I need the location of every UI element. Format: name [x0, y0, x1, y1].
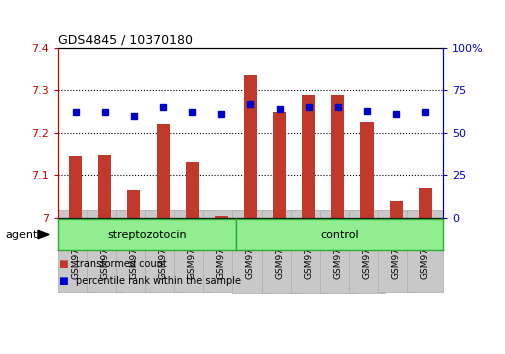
Text: transformed count: transformed count	[76, 259, 166, 269]
Text: percentile rank within the sample: percentile rank within the sample	[76, 276, 240, 286]
Text: streptozotocin: streptozotocin	[107, 229, 186, 240]
Bar	[389, 201, 402, 218]
Bar	[127, 190, 140, 218]
Bar	[98, 155, 111, 218]
Text: ■: ■	[58, 276, 68, 286]
Text: control: control	[319, 229, 358, 240]
Bar	[273, 112, 286, 218]
Text: agent: agent	[5, 229, 37, 240]
Bar	[360, 122, 373, 218]
Bar	[331, 95, 344, 218]
Bar	[156, 124, 169, 218]
Text: ■: ■	[58, 259, 68, 269]
Bar	[243, 75, 257, 218]
Bar	[69, 156, 82, 218]
Text: GDS4845 / 10370180: GDS4845 / 10370180	[58, 33, 193, 46]
Bar	[301, 95, 315, 218]
Bar	[185, 162, 198, 218]
Bar	[214, 216, 227, 218]
Bar	[418, 188, 431, 218]
